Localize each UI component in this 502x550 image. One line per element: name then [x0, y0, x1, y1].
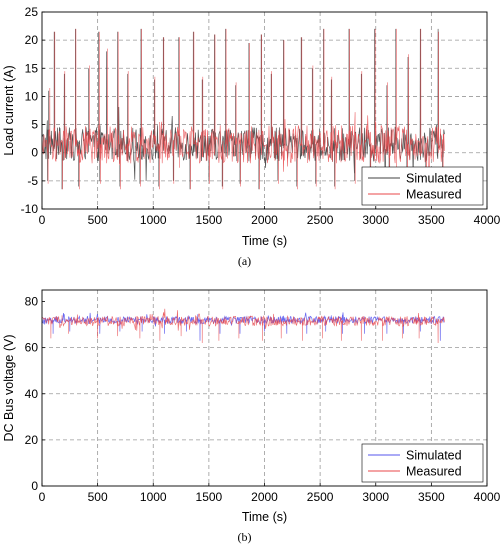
legend-label-measured: Measured — [406, 465, 462, 479]
x-tick-label: 3500 — [418, 490, 445, 504]
y-tick-label: 10 — [25, 89, 39, 103]
x-tick-label: 1500 — [196, 213, 223, 227]
x-axis-label: Time (s) — [242, 234, 287, 248]
y-axis-label: DC Bus voltage (V) — [2, 335, 16, 442]
x-tick-label: 0 — [39, 490, 46, 504]
x-tick-label: 500 — [88, 213, 108, 227]
y-tick-label: 20 — [25, 33, 39, 47]
chart-panel-2: 0 500 1000 1500 2000 2500 3000 3500 4000 0 20 40 60 8… — [2, 289, 501, 544]
x-tick-label: 1500 — [196, 490, 223, 504]
x-tick-label: 500 — [88, 490, 108, 504]
panel-caption: (b) — [238, 530, 252, 544]
x-tick-label: 3000 — [362, 490, 389, 504]
y-tick-label: -10 — [21, 202, 39, 216]
x-tick-label: 2500 — [307, 213, 334, 227]
y-tick-label: 60 — [25, 341, 39, 355]
x-tick-label: 0 — [39, 213, 46, 227]
y-tick-label: 20 — [25, 433, 39, 447]
x-tick-label: 1000 — [140, 490, 167, 504]
series-line-simulated — [41, 28, 445, 190]
y-tick-label: 25 — [25, 5, 39, 19]
x-tick-label: 4000 — [474, 213, 501, 227]
y-tick-label: 15 — [25, 61, 39, 75]
series-line-measured — [41, 28, 445, 190]
x-tick-label: 1000 — [140, 213, 167, 227]
y-axis-label: Load current (A) — [2, 65, 16, 155]
x-tick-label: 2500 — [307, 490, 334, 504]
y-tick-label: 80 — [25, 295, 39, 309]
y-tick-label: 0 — [31, 146, 38, 160]
x-tick-label: 2000 — [251, 213, 278, 227]
x-axis-label: Time (s) — [242, 510, 287, 524]
series-line-simulated — [41, 312, 445, 341]
y-tick-label: 40 — [25, 387, 39, 401]
y-tick-label: 5 — [31, 118, 38, 132]
legend: Simulated Measured — [361, 443, 484, 483]
legend-box — [361, 166, 484, 206]
legend-label-simulated: Simulated — [406, 172, 462, 186]
legend: Simulated Measured — [361, 166, 484, 206]
x-tick-label: 2000 — [251, 490, 278, 504]
y-tick-label: -5 — [27, 174, 38, 188]
legend-box — [361, 443, 484, 483]
y-tick-label: 0 — [31, 479, 38, 493]
chart-panel-1: 0 500 1000 1500 2000 2500 3000 3500 4000 -10 -5 0 5 1… — [2, 5, 501, 268]
legend-label-measured: Measured — [406, 188, 462, 202]
x-tick-label: 4000 — [474, 490, 501, 504]
panel-caption: (a) — [238, 254, 251, 268]
x-tick-label: 3500 — [418, 213, 445, 227]
x-tick-label: 3000 — [362, 213, 389, 227]
legend-label-simulated: Simulated — [406, 449, 462, 463]
series-line-measured — [41, 308, 445, 344]
